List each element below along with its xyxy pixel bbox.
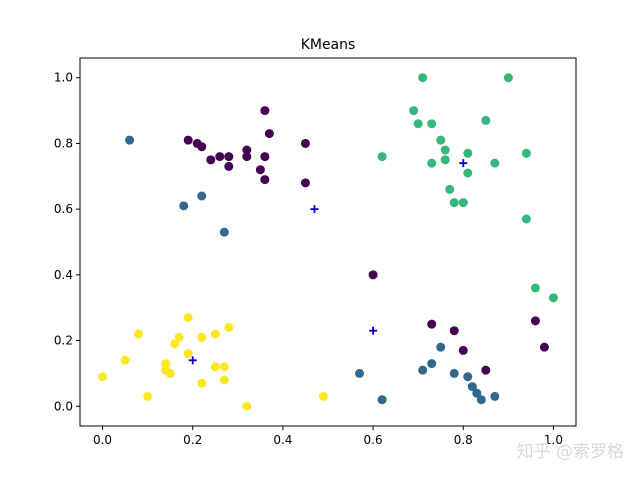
- axes-frame: [79, 57, 577, 427]
- data-point-cluster-0: [224, 161, 234, 171]
- data-point-cluster-2: [458, 198, 468, 208]
- y-tick-label: 0.8: [54, 136, 73, 150]
- x-tick-label: 0.6: [364, 433, 383, 447]
- data-point-cluster-1: [125, 135, 135, 145]
- x-tick-label: 0.0: [93, 433, 112, 447]
- data-point-cluster-1: [197, 191, 207, 201]
- data-point-cluster-3: [210, 329, 220, 339]
- data-point-cluster-3: [183, 313, 193, 323]
- data-point-cluster-2: [463, 168, 473, 178]
- centroid-marker: [369, 326, 378, 335]
- centroid-marker: [459, 159, 468, 168]
- data-point-cluster-0: [224, 152, 234, 162]
- watermark: 知乎 @索罗格: [516, 442, 624, 462]
- data-point-cluster-0: [300, 178, 310, 188]
- y-tick-label: 0.0: [54, 399, 73, 413]
- data-point-cluster-2: [481, 115, 491, 125]
- data-point-cluster-0: [300, 138, 310, 148]
- data-point-cluster-2: [490, 158, 500, 168]
- data-point-cluster-0: [539, 342, 549, 352]
- data-point-cluster-2: [377, 152, 387, 162]
- data-point-cluster-1: [377, 395, 387, 405]
- data-point-cluster-1: [418, 365, 428, 375]
- data-point-cluster-0: [197, 142, 207, 152]
- data-point-cluster-3: [210, 362, 220, 372]
- data-point-cluster-3: [134, 329, 144, 339]
- data-point-cluster-0: [368, 270, 378, 280]
- data-point-cluster-0: [260, 152, 270, 162]
- data-point-cluster-3: [219, 362, 229, 372]
- data-point-cluster-0: [264, 129, 274, 139]
- x-tick-label: 1.0: [544, 433, 563, 447]
- x-tick-label: 0.2: [183, 433, 202, 447]
- data-point-cluster-3: [161, 359, 171, 369]
- data-point-cluster-3: [120, 355, 130, 365]
- data-point-cluster-2: [521, 214, 531, 224]
- data-point-cluster-3: [224, 322, 234, 332]
- data-point-cluster-1: [472, 388, 482, 398]
- data-point-cluster-1: [219, 227, 229, 237]
- data-point-cluster-2: [427, 158, 437, 168]
- data-point-cluster-3: [170, 339, 180, 349]
- centroid-marker: [188, 356, 197, 365]
- data-point-cluster-3: [197, 332, 207, 342]
- data-point-cluster-1: [427, 359, 437, 369]
- data-point-cluster-3: [174, 332, 184, 342]
- data-point-cluster-1: [179, 201, 189, 211]
- plot-area: 0.0 0.2 0.4 0.6 0.8 1.0 0.0 0.2 0.4 0.6 0.8 1.0: [54, 71, 563, 447]
- x-tick-label: 0.8: [454, 433, 473, 447]
- data-point-cluster-2: [449, 198, 459, 208]
- data-point-cluster-3: [197, 378, 207, 388]
- data-point-cluster-0: [481, 365, 491, 375]
- data-point-cluster-0: [449, 326, 459, 336]
- data-point-cluster-0: [530, 316, 540, 326]
- data-point-cluster-1: [436, 342, 446, 352]
- data-point-cluster-1: [476, 395, 486, 405]
- data-point-cluster-0: [458, 345, 468, 355]
- y-tick-label: 1.0: [54, 71, 73, 85]
- data-point-cluster-0: [183, 135, 193, 145]
- data-point-cluster-2: [440, 145, 450, 155]
- data-point-cluster-3: [318, 391, 328, 401]
- data-point-cluster-1: [490, 391, 500, 401]
- data-point-cluster-2: [503, 73, 513, 83]
- data-point-cluster-2: [409, 106, 419, 116]
- data-point-cluster-0: [260, 175, 270, 185]
- data-point-cluster-2: [418, 73, 428, 83]
- data-point-cluster-2: [463, 148, 473, 158]
- data-point-cluster-2: [436, 135, 446, 145]
- y-tick-label: 0.4: [54, 268, 73, 282]
- data-point-cluster-0: [255, 165, 265, 175]
- chart-title: KMeans: [301, 37, 356, 53]
- data-point-cluster-3: [183, 349, 193, 359]
- y-tick-label: 0.6: [54, 202, 73, 216]
- data-point-cluster-1: [467, 382, 477, 392]
- data-point-cluster-3: [165, 368, 175, 378]
- data-point-cluster-3: [98, 372, 108, 382]
- data-point-cluster-3: [143, 391, 153, 401]
- data-point-cluster-0: [260, 106, 270, 116]
- data-point-cluster-1: [449, 368, 459, 378]
- data-point-cluster-2: [413, 119, 423, 129]
- data-point-cluster-0: [215, 152, 225, 162]
- data-point-cluster-2: [521, 148, 531, 158]
- data-point-cluster-0: [242, 145, 252, 155]
- data-point-cluster-0: [242, 152, 252, 162]
- data-point-cluster-3: [219, 375, 229, 385]
- data-point-cluster-2: [440, 155, 450, 165]
- centroid-marker: [310, 205, 319, 214]
- data-point-cluster-0: [427, 319, 437, 329]
- data-point-cluster-2: [445, 184, 455, 194]
- data-point-cluster-3: [242, 401, 252, 411]
- x-tick-label: 0.4: [273, 433, 292, 447]
- data-point-cluster-2: [548, 293, 558, 303]
- data-point-cluster-2: [530, 283, 540, 293]
- data-point-cluster-1: [355, 368, 365, 378]
- data-point-cluster-2: [427, 119, 437, 129]
- y-tick-label: 0.2: [54, 334, 73, 348]
- data-point-cluster-1: [463, 372, 473, 382]
- data-point-cluster-0: [206, 155, 216, 165]
